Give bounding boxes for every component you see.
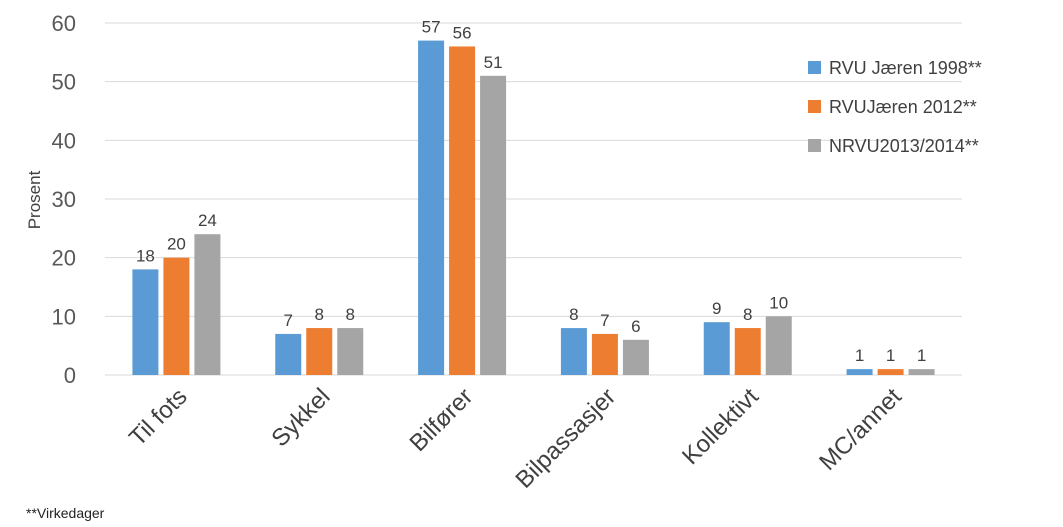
legend: RVU Jæren 1998** RVUJæren 2012** NRVU2013/… — [808, 58, 982, 156]
bar — [591, 333, 618, 375]
bar — [306, 328, 333, 375]
data-label: 57 — [422, 18, 441, 37]
legend-swatch — [808, 61, 821, 74]
bars — [132, 40, 935, 376]
bar — [734, 328, 761, 375]
bar — [846, 369, 873, 375]
bar — [877, 369, 904, 375]
x-tick-label: Kollektivt — [677, 383, 764, 470]
x-tick-label: Sykkel — [266, 383, 335, 452]
bar — [560, 328, 587, 375]
y-axis-ticks: 0 10 20 30 40 50 60 — [52, 11, 76, 388]
category-labels: Til fots Sykkel Bilfører Bilpassasjer Kollek… — [124, 383, 907, 494]
bar — [765, 316, 792, 375]
legend-entry: RVU Jæren 1998** — [829, 58, 982, 78]
data-label: 18 — [136, 246, 155, 265]
data-labels: 18 20 24 7 8 8 57 56 51 8 7 6 9 8 10 1 1 1 — [136, 18, 926, 366]
y-tick-label: 60 — [52, 11, 76, 36]
y-tick-label: 0 — [64, 363, 76, 388]
x-tick-label: Bilfører — [405, 383, 479, 457]
y-tick-label: 30 — [52, 187, 76, 212]
bar — [703, 322, 730, 375]
legend-entry: RVUJæren 2012** — [829, 97, 977, 117]
data-label: 7 — [284, 311, 293, 330]
data-label: 8 — [569, 305, 578, 324]
bar — [194, 234, 221, 375]
bar — [163, 257, 190, 375]
gridlines — [105, 22, 962, 376]
data-label: 8 — [315, 305, 324, 324]
y-axis-label: Prosent — [25, 170, 44, 229]
data-label: 8 — [743, 305, 752, 324]
bar — [449, 46, 476, 375]
data-label: 7 — [600, 311, 609, 330]
data-label: 6 — [631, 317, 640, 336]
bar — [132, 269, 159, 375]
bar — [908, 369, 935, 375]
bar — [337, 328, 364, 375]
legend-swatch — [808, 139, 821, 152]
y-tick-label: 50 — [52, 70, 76, 95]
bar — [480, 75, 507, 376]
legend-swatch — [808, 100, 821, 113]
data-label: 10 — [769, 293, 788, 312]
bar — [622, 339, 649, 375]
y-tick-label: 40 — [52, 128, 76, 153]
data-label: 1 — [855, 346, 864, 365]
bar — [275, 333, 302, 375]
x-tick-label: Bilpassasjer — [511, 383, 622, 494]
data-label: 20 — [167, 235, 186, 254]
footnote: **Virkedager — [26, 505, 105, 521]
legend-entry: NRVU2013/2014** — [829, 136, 979, 156]
data-label: 1 — [886, 346, 895, 365]
y-tick-label: 20 — [52, 246, 76, 271]
data-label: 24 — [198, 211, 217, 230]
data-label: 56 — [453, 23, 472, 42]
bar — [418, 40, 445, 375]
x-tick-label: Til fots — [124, 383, 192, 451]
data-label: 8 — [346, 305, 355, 324]
data-label: 9 — [712, 299, 721, 318]
data-label: 1 — [917, 346, 926, 365]
data-label: 51 — [484, 53, 503, 72]
x-tick-label: MC/annet — [814, 383, 907, 476]
y-tick-label: 10 — [52, 304, 76, 329]
